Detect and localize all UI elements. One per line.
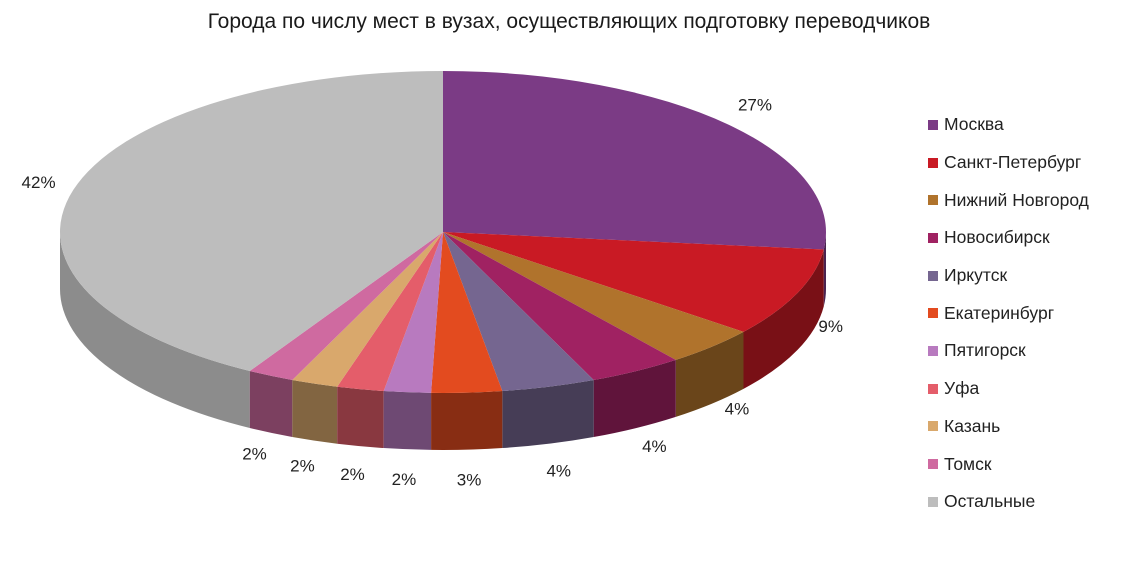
pie-slice-8 bbox=[292, 232, 443, 387]
legend-label: Уфа bbox=[944, 378, 980, 399]
legend-swatch bbox=[928, 195, 938, 206]
legend-swatch bbox=[928, 459, 938, 470]
pie-slice-9 bbox=[249, 232, 443, 381]
legend-item: Остальные bbox=[928, 483, 1089, 521]
pie-sides bbox=[60, 232, 826, 450]
legend-swatch bbox=[928, 232, 938, 243]
legend-swatch bbox=[928, 270, 938, 281]
data-label: 9% bbox=[818, 317, 843, 336]
legend-label: Екатеринбург bbox=[944, 302, 1055, 323]
data-label: 4% bbox=[642, 437, 667, 456]
data-label: 2% bbox=[392, 470, 417, 489]
legend-label: Казань bbox=[944, 415, 1001, 436]
legend-label: Томск bbox=[944, 453, 992, 474]
pie-slice-5 bbox=[431, 232, 503, 393]
legend-item: Пятигорск bbox=[928, 332, 1089, 370]
pie-side-0 bbox=[823, 232, 826, 307]
legend-label: Нижний Новгород bbox=[944, 189, 1089, 210]
pie-slice-1 bbox=[443, 232, 824, 332]
pie-slice-2 bbox=[443, 232, 744, 360]
legend-label: Новосибирск bbox=[944, 227, 1050, 248]
pie-slice-10 bbox=[60, 71, 443, 372]
pie-slice-6 bbox=[383, 232, 443, 393]
data-label: 4% bbox=[546, 461, 571, 480]
pie-slice-3 bbox=[443, 232, 676, 381]
pie-side-9 bbox=[249, 371, 293, 438]
legend-label: Иркутск bbox=[944, 265, 1008, 286]
legend-item: Новосибирск bbox=[928, 219, 1089, 257]
data-label: 4% bbox=[725, 400, 750, 419]
legend-label: Пятигорск bbox=[944, 340, 1026, 361]
legend-swatch bbox=[928, 308, 938, 319]
pie-side-7 bbox=[337, 386, 384, 449]
legend-swatch bbox=[928, 383, 938, 394]
legend-item: Санкт-Петербург bbox=[928, 144, 1089, 182]
legend-item: Екатеринбург bbox=[928, 294, 1089, 332]
legend-swatch bbox=[928, 157, 938, 168]
data-labels: 27% 9% 4% 4% 4% 3% 2% 2% 2% 2% 42% bbox=[22, 95, 843, 489]
pie-side-6 bbox=[383, 391, 432, 450]
legend-item: Иркутск bbox=[928, 257, 1089, 295]
pie-side-5 bbox=[431, 391, 503, 450]
legend-label: Остальные bbox=[944, 491, 1036, 512]
data-label: 27% bbox=[738, 95, 772, 114]
data-label: 3% bbox=[457, 471, 482, 490]
legend-swatch bbox=[928, 345, 938, 356]
legend-swatch bbox=[928, 421, 938, 432]
pie-side-3 bbox=[593, 359, 676, 438]
pie-side-10 bbox=[60, 232, 250, 429]
legend-item: Уфа bbox=[928, 370, 1089, 408]
legend-swatch bbox=[928, 496, 938, 507]
data-label: 2% bbox=[340, 465, 365, 484]
legend-item: Нижний Новгород bbox=[928, 181, 1089, 219]
legend-label: Санкт-Петербург bbox=[944, 152, 1082, 173]
pie-slices bbox=[60, 71, 827, 393]
legend-item: Томск bbox=[928, 445, 1089, 483]
data-label: 2% bbox=[242, 444, 267, 463]
pie-slice-7 bbox=[337, 232, 443, 392]
pie-side-2 bbox=[675, 331, 744, 417]
legend-item: Казань bbox=[928, 408, 1089, 446]
legend-label: Москва bbox=[944, 114, 1004, 135]
legend-item: Москва bbox=[928, 106, 1089, 144]
data-label: 42% bbox=[22, 173, 56, 192]
data-label: 2% bbox=[290, 457, 315, 476]
pie-slice-4 bbox=[443, 232, 594, 392]
legend-swatch bbox=[928, 119, 938, 130]
legend: Москва Санкт-Петербург Нижний Новгород Ново… bbox=[928, 106, 1089, 521]
pie-side-4 bbox=[502, 380, 594, 449]
pie-side-8 bbox=[292, 380, 338, 444]
chart-title: Города по числу мест в вузах, осуществля… bbox=[207, 10, 931, 33]
pie-side-1 bbox=[743, 249, 824, 389]
pie-slice-0 bbox=[443, 71, 827, 250]
